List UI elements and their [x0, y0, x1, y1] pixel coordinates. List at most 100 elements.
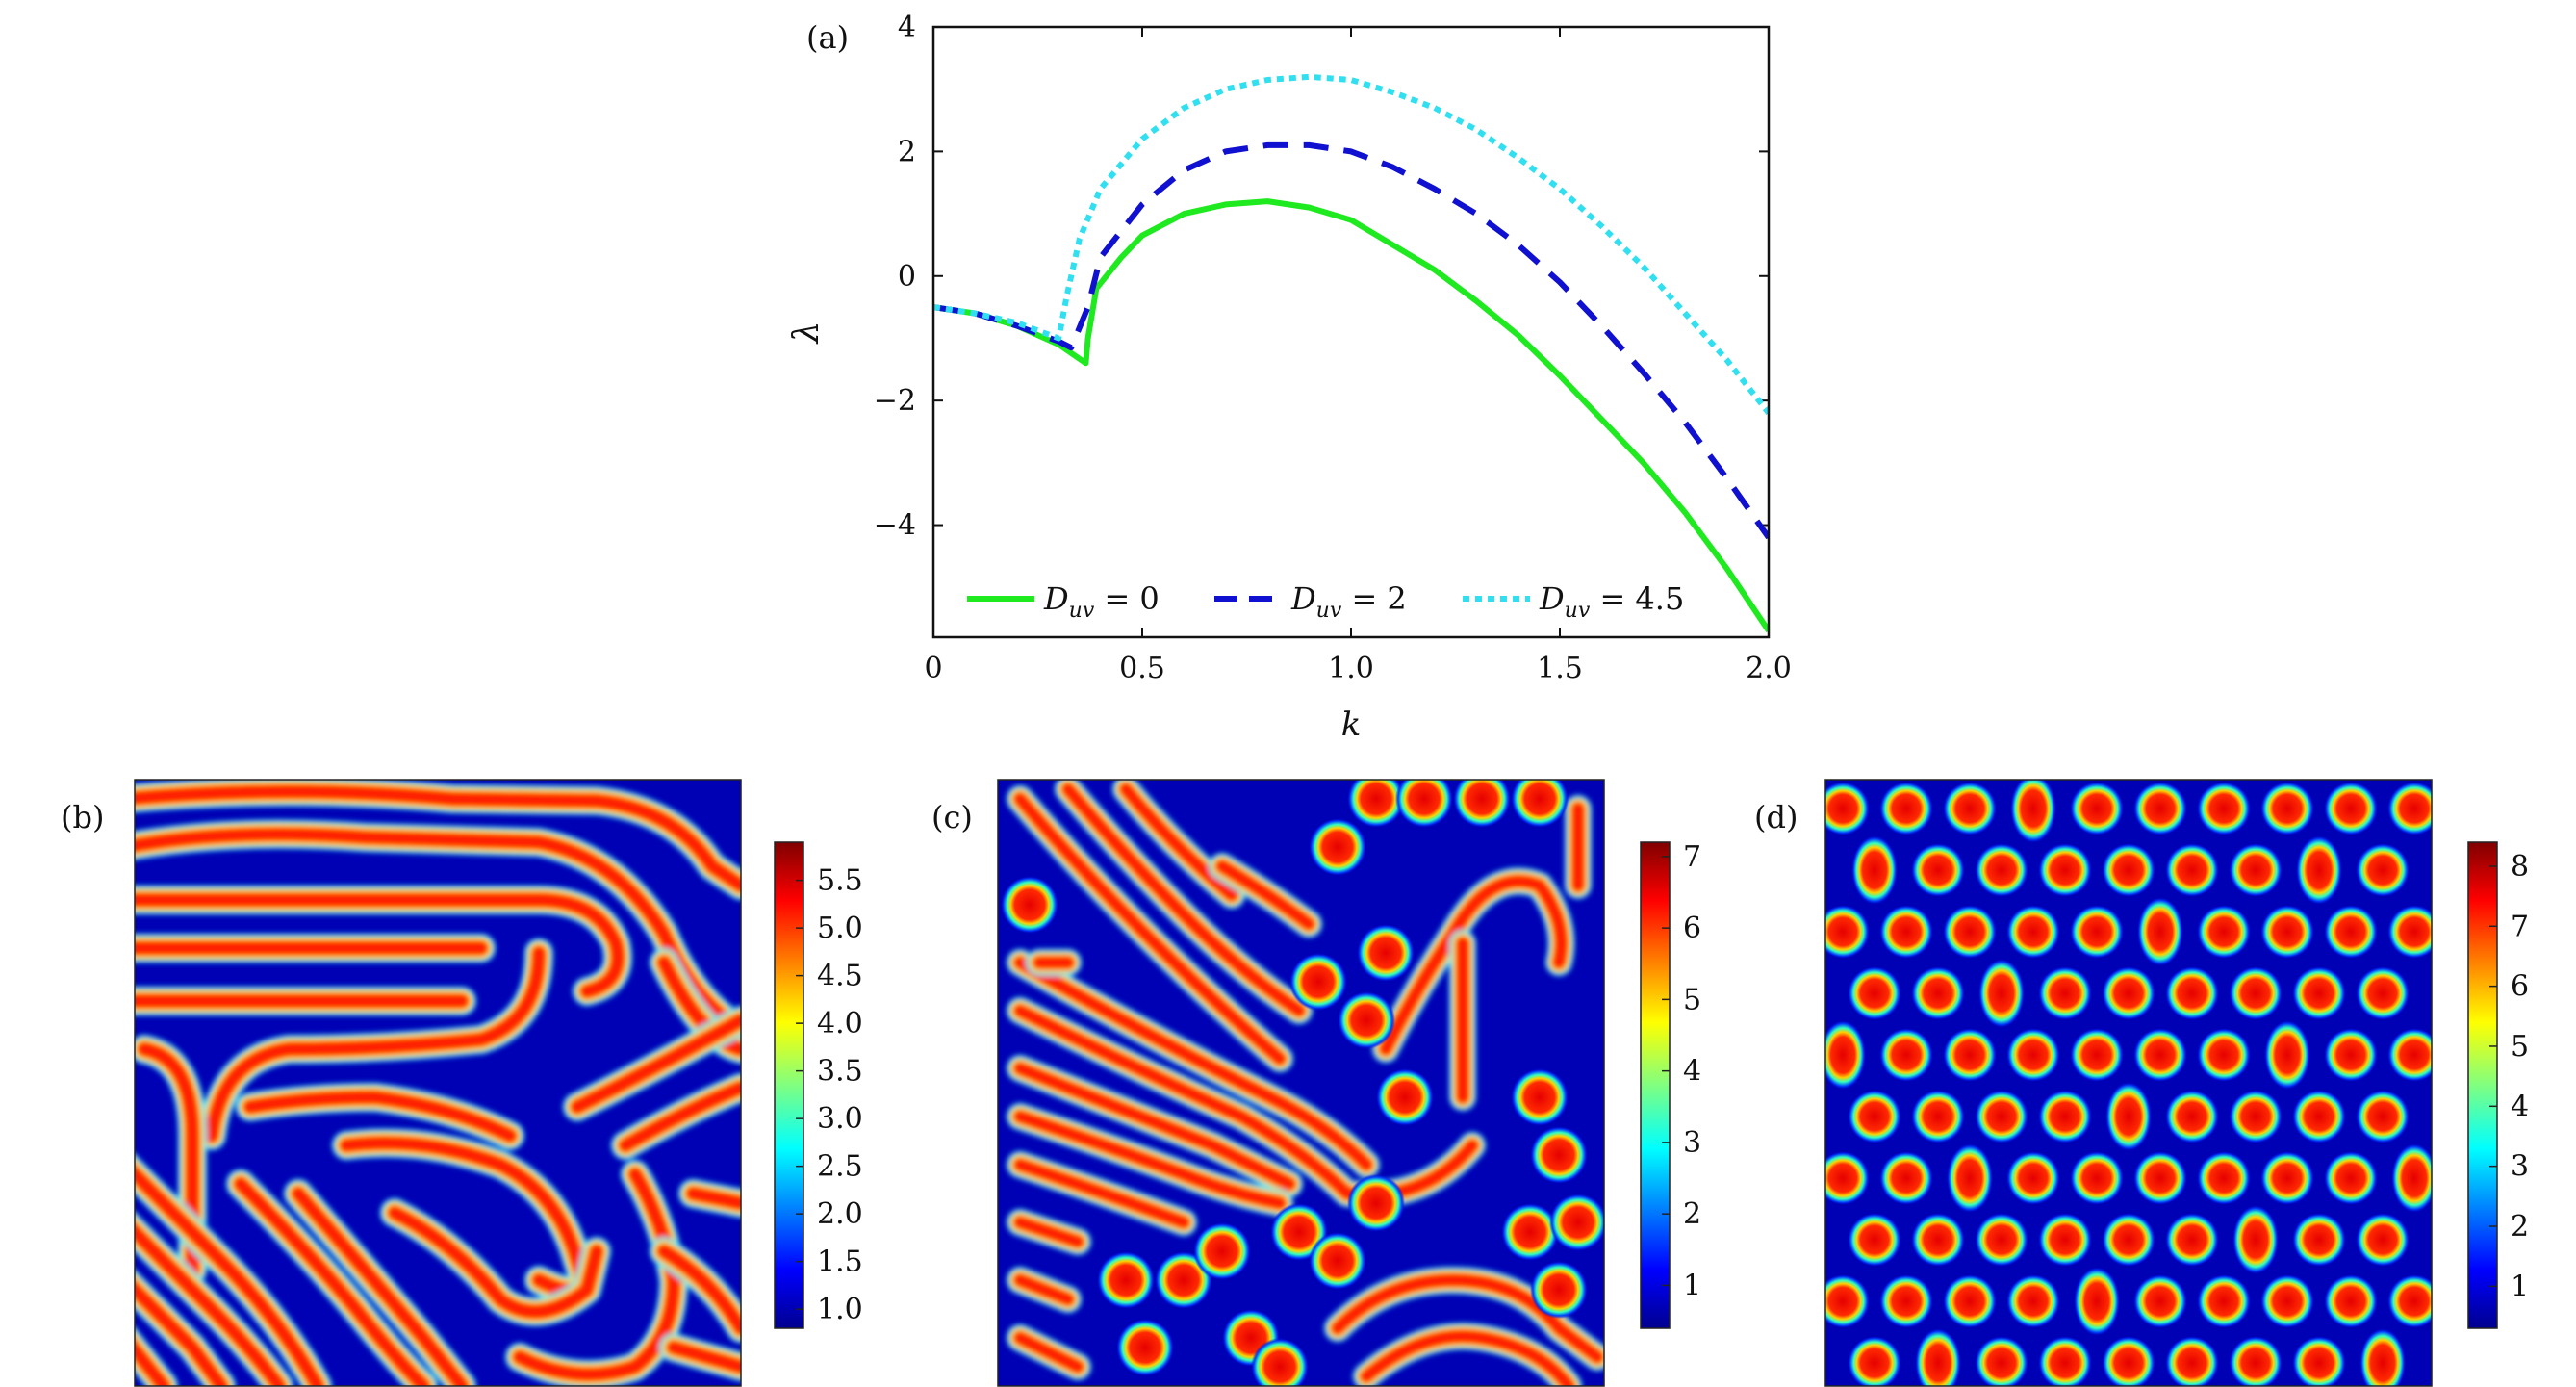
spot	[1395, 780, 1453, 828]
spot	[2387, 1028, 2432, 1082]
colorbar-tick-label: 3	[1683, 1126, 1701, 1160]
spot	[2260, 782, 2314, 835]
stripe	[1007, 1324, 1091, 1380]
spot	[2356, 843, 2410, 897]
spot	[1879, 782, 1933, 835]
spot	[1848, 1213, 1901, 1267]
series-line-1	[933, 141, 1769, 540]
x-axis-label: k	[1341, 706, 1362, 744]
stripe	[1007, 1267, 1082, 1313]
spot	[1825, 905, 1870, 959]
colorbar-gradient	[774, 841, 804, 1329]
spot	[2038, 1090, 2092, 1143]
colorbar-tick-label: 4	[2511, 1090, 2529, 1123]
colorbar-tick-label: 4	[1683, 1055, 1701, 1089]
spot	[1511, 1068, 1569, 1126]
panel-c: (c) 1 2 3 4 5 6 7	[931, 779, 1701, 1387]
spot	[2356, 1090, 2410, 1143]
colorbar-tick-label: 4.0	[817, 1007, 863, 1040]
colorbar-tick-label: 3.5	[817, 1055, 863, 1089]
spot	[1947, 1143, 1993, 1213]
series-line-0	[933, 198, 1769, 633]
stripe	[135, 1326, 178, 1386]
spot	[2165, 1336, 2219, 1386]
spot	[1848, 1090, 1901, 1143]
colorbar-tick-label: 1	[2511, 1270, 2529, 1303]
colorbar-tick-label: 7	[1683, 840, 1701, 874]
colorbar-c: 1 2 3 4 5 6 7	[1640, 840, 1701, 1329]
axis-ticks: 0 0.5 1.0 1.5 2.0 −4 −2 0 2 4	[874, 11, 1792, 685]
spot	[2133, 1274, 2187, 1328]
spot	[1851, 835, 1898, 905]
spot	[2292, 1336, 2346, 1386]
legend: Duv = 0 Duv = 2 Duv = 4.5	[967, 580, 1684, 623]
y-tick-label: −4	[874, 509, 916, 543]
spot	[1943, 1274, 1997, 1328]
spot	[2102, 966, 2155, 1020]
panel-b: (b) 1.0 1.5 2.0 2.5 3.0 3.5 4.0 4.5 5.0 5.5	[61, 779, 863, 1387]
spot	[2292, 1090, 2346, 1143]
spot	[1825, 782, 1870, 835]
spot	[2074, 1267, 2120, 1336]
colorbar-tick-label: 3.0	[817, 1102, 863, 1136]
spot	[1501, 1203, 1559, 1261]
spot	[1879, 905, 1933, 959]
spot	[2324, 905, 2378, 959]
colorbar-tick-label: 2	[2511, 1210, 2529, 1244]
spot	[2038, 966, 2092, 1020]
y-tick-label: −2	[874, 384, 916, 418]
colorbar-tick-label: 6	[1683, 912, 1701, 945]
colorbar-tick-label: 5.0	[817, 912, 863, 945]
colorbar-tick-label: 8	[2511, 850, 2529, 884]
spot	[2038, 1336, 2092, 1386]
stripe	[650, 948, 741, 1064]
spot	[1879, 1151, 1933, 1205]
spot	[2038, 843, 2092, 897]
stripe	[1007, 1209, 1091, 1255]
plot-lines	[933, 73, 1769, 633]
stripe	[135, 1211, 293, 1386]
spot	[1511, 780, 1569, 828]
stripe	[1209, 853, 1322, 938]
spot	[1943, 782, 1997, 835]
spot	[1193, 1222, 1251, 1280]
spot	[2232, 1205, 2279, 1274]
stripe	[135, 886, 632, 1006]
spot	[2070, 905, 2124, 959]
x-tick-label: 0	[924, 652, 942, 685]
spot	[2197, 1028, 2251, 1082]
spot	[2133, 782, 2187, 835]
stripe	[659, 1333, 741, 1381]
stripe	[135, 1269, 236, 1386]
stripe	[505, 1160, 688, 1386]
spot	[2229, 966, 2283, 1020]
panel-c-label: (c)	[931, 799, 973, 835]
stripe	[563, 1006, 741, 1121]
spot	[2292, 966, 2346, 1020]
spot	[1251, 1338, 1309, 1386]
spot	[1116, 1319, 1174, 1376]
x-tick-label: 1.5	[1537, 652, 1583, 685]
series-line-2	[933, 73, 1769, 415]
stripe	[226, 1169, 438, 1386]
spot	[2296, 835, 2342, 905]
colorbar-tick-label: 5	[2511, 1030, 2529, 1064]
spot	[2006, 1274, 2060, 1328]
spot	[2264, 1020, 2310, 1090]
spot	[2391, 1143, 2432, 1213]
plot-frame	[931, 25, 1771, 639]
spot	[2006, 1028, 2060, 1082]
stripe	[1007, 1103, 1293, 1217]
spot	[2387, 782, 2432, 835]
stripe	[1112, 780, 1245, 909]
colorbar-b: 1.0 1.5 2.0 2.5 3.0 3.5 4.0 4.5 5.0 5.5	[774, 841, 863, 1329]
stripe	[284, 1179, 476, 1386]
spot	[1943, 1028, 1997, 1082]
stripe	[1353, 1323, 1582, 1386]
spot	[2105, 1082, 2152, 1151]
spot	[2260, 1274, 2314, 1328]
spot	[1309, 1232, 1366, 1290]
spot	[1001, 876, 1058, 934]
spot	[1549, 1194, 1604, 1251]
